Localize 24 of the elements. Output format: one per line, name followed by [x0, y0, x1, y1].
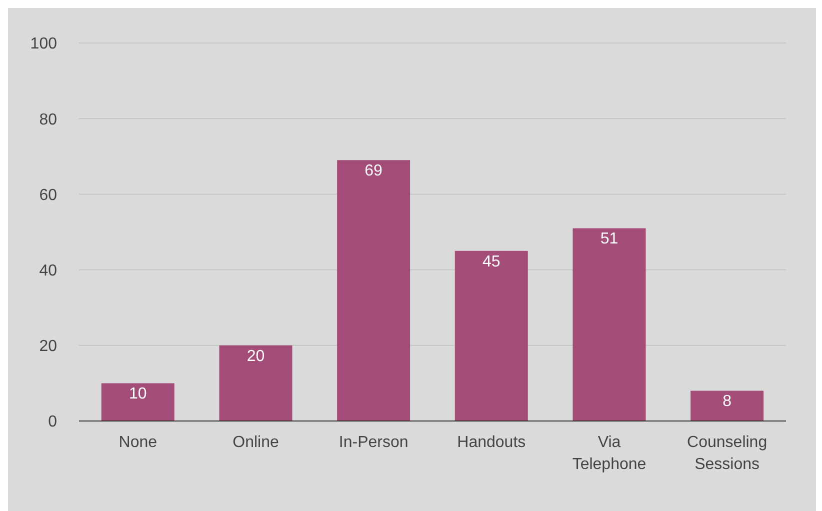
y-tick-label: 40 — [39, 262, 58, 280]
y-tick-label: 100 — [30, 36, 58, 53]
data-label: 69 — [364, 162, 383, 180]
data-label: 20 — [246, 348, 265, 365]
x-tick-label: Online — [232, 434, 279, 451]
data-label: 10 — [128, 386, 147, 403]
x-tick-label: Counseling Sessions — [687, 434, 768, 473]
y-tick-label: 0 — [48, 414, 58, 431]
bar — [454, 250, 528, 421]
bar — [572, 228, 646, 421]
bar — [337, 160, 410, 421]
bar — [101, 383, 174, 421]
data-label: 51 — [600, 230, 618, 248]
y-tick-label: 60 — [39, 186, 58, 204]
bar — [219, 345, 292, 421]
x-tick-label: Via Telephone — [572, 434, 646, 473]
data-label: 45 — [482, 253, 500, 270]
bar — [690, 390, 764, 421]
x-tick-label: In-Person — [338, 434, 408, 451]
data-label: 8 — [722, 393, 732, 410]
y-tick-label: 20 — [39, 338, 58, 356]
y-tick-label: 80 — [39, 111, 58, 128]
x-tick-label: Handouts — [457, 434, 526, 451]
x-tick-label: None — [118, 434, 158, 451]
